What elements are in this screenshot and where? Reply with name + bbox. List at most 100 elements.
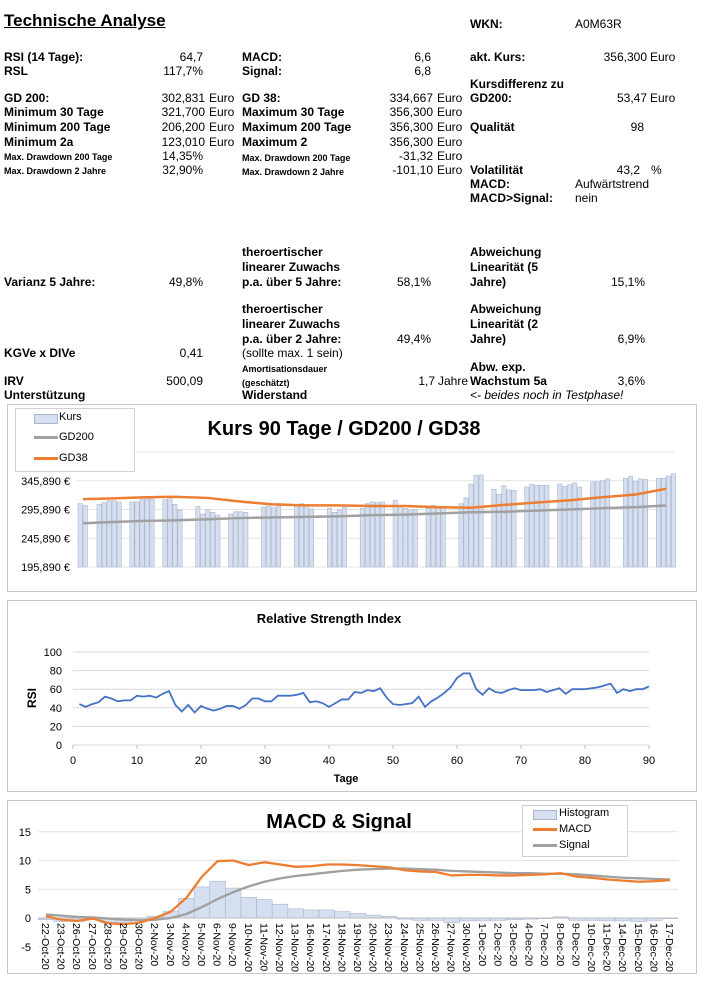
x-tick-label: 30-Nov-20	[460, 923, 472, 972]
kurs-bar	[172, 503, 178, 568]
max30-value: 356,300	[389, 105, 433, 119]
x-tick-label: 15-Dec-20	[632, 923, 644, 972]
kurs-bar	[478, 474, 484, 568]
abw5-value: 15,1%	[610, 275, 645, 289]
wkn-label: WKN:	[470, 17, 503, 31]
y-tick-label: 15	[19, 827, 31, 839]
amort-label-1: Amortisationsdauer	[242, 364, 328, 374]
kurs-bar	[473, 475, 479, 568]
kurs-bar	[407, 509, 413, 568]
x-tick-label: 1-Dec-20	[476, 923, 488, 966]
kurs-bar	[341, 506, 347, 568]
kurs-bar	[111, 500, 117, 568]
legend-histogram-swatch	[533, 810, 557, 820]
drawdown2j-label: Max. Drawdown 2 Jahre	[242, 167, 345, 177]
kurs-chart: Kurs 90 Tage / GD200 / GD38 195,890 € 245…	[7, 404, 697, 592]
unit-label: Euro	[437, 163, 463, 177]
y-tick-label: 345,890 €	[21, 476, 70, 488]
x-tick-label: 22-Oct-20	[39, 923, 51, 970]
kgve-label: KGVe x DIVe	[4, 346, 76, 360]
kurs-bar	[468, 483, 474, 568]
abw2-label-2: Linearität (2	[470, 317, 539, 331]
kurs-chart-title: Kurs 90 Tage / GD200 / GD38	[207, 418, 480, 440]
y-tick-label: 0	[56, 740, 62, 752]
y-tick-label: 5	[25, 884, 31, 896]
rsi-label: RSI (14 Tage):	[4, 50, 84, 64]
y-tick-label: 0	[25, 913, 31, 925]
x-tick-label: 0	[70, 755, 76, 767]
x-tick-label: 25-Nov-20	[413, 923, 425, 972]
histogram-bar	[256, 899, 273, 919]
drawdown2j-value: -101,10	[392, 163, 433, 177]
x-tick-label: 2-Dec-20	[491, 923, 503, 966]
drawdown200-label: Max. Drawdown 200 Tage	[242, 153, 351, 163]
rsi-line	[79, 672, 650, 714]
x-tick-label: 5-Nov-20	[195, 923, 207, 966]
gd38-label: GD 38:	[242, 91, 281, 105]
gd200-value: 302,831	[161, 91, 205, 105]
kurs-bar	[638, 478, 644, 568]
kurs-legend: Kurs GD200 GD38	[15, 408, 135, 472]
kurs-bar	[215, 514, 221, 568]
x-tick-label: 6-Nov-20	[211, 923, 223, 966]
min30-value: 321,700	[161, 105, 205, 119]
y-tick-label: 10	[19, 856, 31, 868]
macd-chart-svg: MACD & Signal -5 0 5 10 15 22-Oct-20 23-Oct-20…	[19, 811, 679, 972]
x-tick-label: 27-Nov-20	[445, 923, 457, 972]
legend-macd-swatch	[533, 828, 557, 831]
qualitaet-label: Qualität	[470, 120, 515, 134]
kurs-bar	[562, 486, 568, 568]
x-tick-label: 13-Nov-20	[289, 923, 301, 972]
macd-legend: Histogram MACD Signal	[522, 805, 628, 857]
macd-signal-value: nein	[575, 191, 598, 205]
x-tick-label: 4-Dec-20	[523, 923, 535, 966]
macd-trend-value: Aufwärtstrend	[575, 177, 650, 191]
macd-label: MACD:	[242, 50, 282, 64]
percent-unit: %	[651, 163, 662, 177]
kurs-bar	[379, 501, 385, 568]
kurs-bar	[266, 505, 272, 568]
kurs-bar	[205, 509, 211, 568]
legend-kurs-swatch	[34, 414, 58, 424]
irv-value: 500,09	[166, 374, 203, 388]
abw5-label-1: Abweichung	[470, 245, 542, 259]
x-tick-label: 17-Nov-20	[320, 923, 332, 972]
kurs-bar	[605, 478, 611, 568]
kurs-bar	[567, 484, 573, 568]
varianz-value: 49,8%	[168, 275, 203, 289]
x-tick-label: 9-Nov-20	[226, 923, 238, 966]
abwexp-value: 3,6%	[617, 374, 645, 388]
irv-label: IRV	[4, 374, 24, 388]
macd-value: 6,6	[414, 50, 431, 64]
drawdown200-value: -31,32	[398, 149, 433, 163]
kurs-bar	[326, 507, 332, 568]
x-tick-label: 23-Nov-20	[382, 923, 394, 972]
kurs-bar	[129, 501, 135, 568]
kurs-bar	[572, 482, 578, 568]
legend-gd38-swatch	[34, 457, 58, 460]
y-tick-label: 20	[50, 721, 62, 733]
zuwachs5-value: 58,1%	[396, 275, 431, 289]
x-tick-label: 70	[515, 755, 527, 767]
x-tick-label: 23-Oct-20	[55, 923, 67, 970]
unit-label: Euro	[437, 135, 463, 149]
legend-histogram-label: Histogram	[559, 807, 610, 819]
kurs-bar	[144, 498, 150, 568]
max200-label: Maximum 200 Tage	[242, 120, 352, 134]
kursdiff-label-1: Kursdifferenz zu	[470, 77, 565, 91]
signal-label: Signal:	[242, 64, 283, 78]
x-tick-label: 24-Nov-20	[398, 923, 410, 972]
kurs-bar	[412, 509, 418, 568]
kurs-bar	[359, 507, 365, 568]
rsi-x-axis-label: Tage	[334, 773, 359, 785]
kurs-bar	[233, 511, 239, 568]
x-tick-label: 18-Nov-20	[335, 923, 347, 972]
zuwachs5-label-2: linearer Zuwachs	[242, 260, 341, 274]
kurs-bar	[633, 480, 639, 568]
drawdown2j-label: Max. Drawdown 2 Jahre	[4, 166, 107, 176]
histogram-bar	[193, 886, 211, 919]
x-tick-label: 7-Dec-20	[538, 923, 550, 966]
min200-label: Minimum 200 Tage	[4, 120, 111, 134]
kurs-value: 356,300	[603, 50, 647, 64]
